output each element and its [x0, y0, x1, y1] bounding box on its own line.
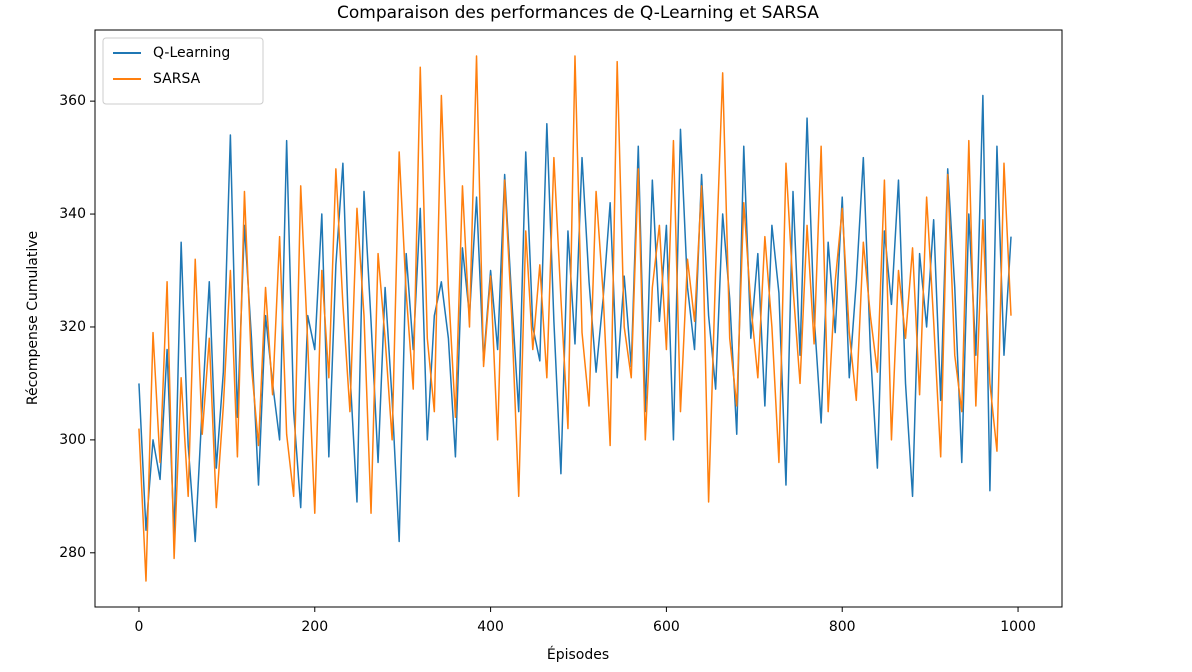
legend-label: Q-Learning — [153, 45, 230, 61]
x-tick-label: 0 — [134, 619, 143, 635]
series-line — [138, 55, 1012, 582]
plot-frame — [94, 29, 1063, 608]
chart-title: Comparaison des performances de Q-Learni… — [337, 3, 819, 23]
y-axis-label: Récompense Cumulative — [25, 231, 41, 405]
legend-box — [102, 37, 264, 105]
y-tick-label: 360 — [59, 93, 86, 109]
y-tick-label: 320 — [59, 319, 86, 335]
y-tick-label: 300 — [59, 432, 86, 448]
y-tick-label: 340 — [59, 206, 86, 222]
y-tick-label: 280 — [59, 545, 86, 561]
series-line — [138, 94, 1012, 543]
x-tick-label: 200 — [301, 619, 328, 635]
legend-label: SARSA — [153, 71, 201, 87]
x-tick-label: 1000 — [1000, 619, 1036, 635]
x-tick-label: 400 — [477, 619, 504, 635]
x-tick-label: 600 — [653, 619, 680, 635]
x-axis-label: Épisodes — [547, 646, 609, 663]
x-tick-label: 800 — [829, 619, 856, 635]
